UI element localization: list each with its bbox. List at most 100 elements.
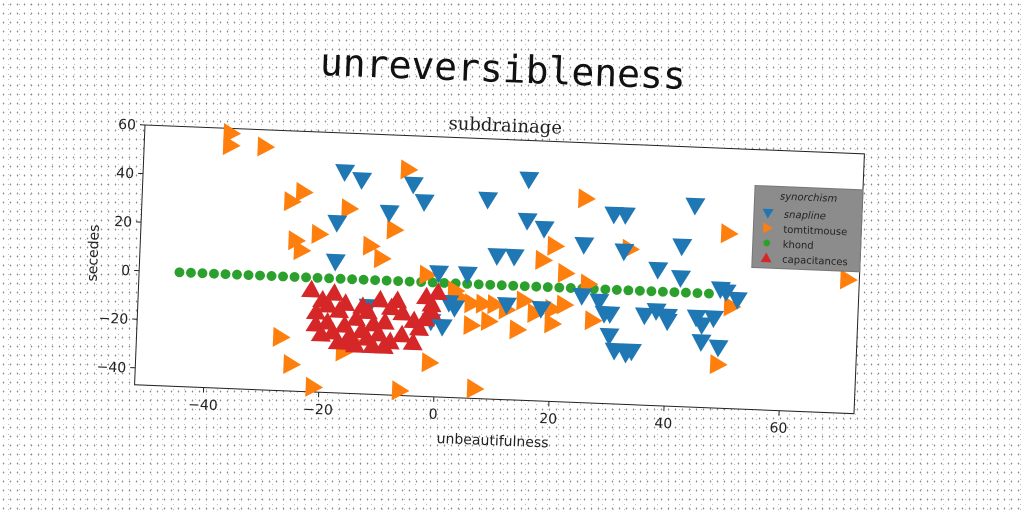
tomtitmouse-point: [295, 181, 314, 202]
tomtitmouse-point: [257, 136, 276, 157]
snapline-point: [335, 164, 356, 182]
tomtitmouse-point: [475, 293, 494, 314]
snapline-point: [672, 238, 693, 257]
scatter-plot: −40 −20 0 20 40 60 −40 −20 0 20 40 60 subdrainage u…: [85, 113, 865, 451]
tomtitmouse-point: [584, 310, 603, 331]
khond-point: [209, 268, 219, 279]
tomtitmouse-point: [480, 310, 499, 331]
y-tick-label: 40: [116, 165, 134, 182]
capacitances-point: [369, 289, 390, 308]
khond-point: [335, 273, 346, 284]
khond-point: [692, 288, 703, 299]
snapline-point: [710, 281, 731, 300]
khond-point: [393, 276, 404, 287]
khond-point: [174, 267, 185, 278]
khond-point: [531, 281, 542, 292]
tomtitmouse-point: [341, 198, 360, 219]
tomtitmouse-point: [283, 191, 302, 212]
x-tick-label: 20: [539, 411, 557, 428]
snapline-point: [445, 299, 466, 318]
y-axis-label: secedes: [85, 224, 103, 282]
snapline-point: [634, 307, 655, 326]
capacitances-point: [402, 332, 423, 351]
snapline-point: [657, 313, 678, 332]
tomtitmouse-point: [578, 188, 596, 209]
y-tick-label: 60: [118, 117, 136, 134]
tomtitmouse-point: [419, 264, 438, 285]
x-tick-label: 40: [654, 416, 672, 433]
khond-point: [508, 280, 519, 291]
capacitances-point: [391, 324, 412, 343]
tomtitmouse-point: [463, 315, 482, 336]
tomtitmouse-point: [283, 354, 302, 375]
legend-marker-khond: [763, 239, 771, 247]
khond-point: [232, 269, 242, 280]
khond-point: [255, 270, 265, 281]
snapline-point: [621, 343, 642, 362]
capacitances-point: [339, 332, 360, 351]
legend-label-capacitances: capacitances: [782, 255, 848, 269]
series-capacitances: [301, 279, 448, 355]
tomtitmouse-point: [293, 240, 312, 261]
snapline-point: [594, 305, 615, 324]
snapline-point: [517, 212, 538, 231]
snapline-point: [534, 220, 555, 239]
khond-point: [496, 280, 507, 291]
snapline-point: [414, 193, 435, 212]
khond-point: [278, 271, 288, 282]
legend-title: synorchism: [780, 192, 838, 205]
axes-layer: −40 −20 0 20 40 60 −40 −20 0 20 40 60: [96, 117, 787, 437]
y-tick-label: −40: [96, 359, 126, 376]
snapline-point: [572, 287, 593, 306]
khond-point: [554, 282, 565, 293]
khond-point: [565, 283, 576, 293]
x-tick-label: 60: [769, 420, 787, 437]
legend-label-tomtitmouse: tomtitmouse: [783, 225, 847, 239]
capacitances-point: [387, 290, 408, 309]
khond-point: [623, 285, 634, 296]
khond-point: [324, 273, 335, 284]
legend-marker-snapline: [762, 208, 774, 219]
snapline-point: [599, 327, 620, 346]
tomtitmouse-point: [709, 354, 728, 375]
tomtitmouse-point: [362, 235, 381, 256]
x-tick-label: −20: [303, 402, 333, 419]
snapline-point: [708, 339, 729, 358]
capacitances-point: [416, 286, 437, 305]
khond-point: [485, 279, 496, 290]
snapline-point: [478, 191, 499, 210]
snapline-point: [457, 266, 478, 285]
snapline-point: [379, 204, 400, 223]
snapline-point: [646, 303, 667, 321]
snapline-point: [671, 269, 692, 288]
khond-point: [266, 271, 277, 281]
khond-point: [301, 272, 312, 283]
tomtitmouse-point: [386, 219, 405, 240]
capacitances-point: [305, 313, 326, 332]
snapline-point: [325, 253, 346, 272]
tomtitmouse-point: [557, 262, 576, 283]
plot-title: subdrainage: [448, 113, 562, 139]
khond-point: [634, 285, 645, 296]
khond-point: [669, 287, 680, 298]
legend-label-khond: khond: [782, 240, 813, 252]
x-axis-label: unbeautifulness: [436, 431, 548, 451]
tomtitmouse-point: [464, 293, 483, 314]
capacitances-point: [427, 282, 448, 301]
snapline-point: [352, 172, 373, 190]
khond-point: [680, 287, 691, 298]
snapline-point: [704, 310, 725, 329]
tomtitmouse-point: [400, 159, 419, 180]
capacitances-point: [305, 301, 326, 320]
tomtitmouse-point: [544, 313, 563, 334]
khond-point: [197, 268, 208, 279]
capacitances-point: [403, 310, 424, 329]
khond-point: [473, 279, 484, 290]
snapline-point: [429, 265, 450, 283]
khond-point: [404, 276, 415, 287]
tomtitmouse-point: [421, 352, 440, 373]
chart-svg: −40 −20 0 20 40 60 −40 −20 0 20 40 60 subdrainage u…: [85, 113, 865, 451]
x-tick-label: 0: [428, 407, 438, 423]
tomtitmouse-point: [466, 378, 485, 399]
